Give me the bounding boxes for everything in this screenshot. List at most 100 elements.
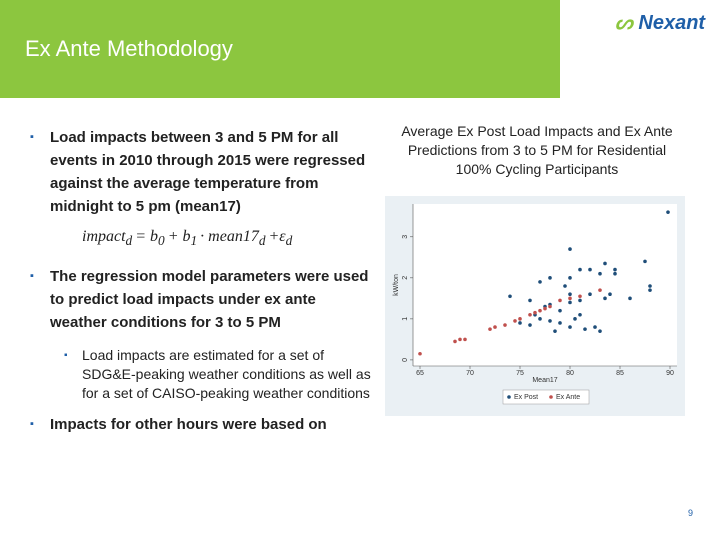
point — [548, 304, 552, 309]
point — [643, 259, 647, 264]
point — [493, 325, 497, 329]
point — [608, 292, 612, 297]
point — [518, 321, 522, 325]
formula-sub: 0 — [158, 233, 165, 249]
formula: impactd = b0 + b1 · mean17d +εd — [82, 228, 375, 249]
x-tick-label: 70 — [466, 370, 474, 377]
slide-title: Ex Ante Methodology — [25, 36, 233, 61]
point — [598, 288, 602, 292]
point — [573, 317, 577, 321]
point — [538, 308, 542, 313]
formula-term: + b1 — [167, 228, 198, 249]
formula-text: impact — [82, 228, 126, 245]
formula-text: · mean17 — [200, 228, 259, 245]
bullet-text: Load impacts between 3 and 5 PM for all … — [50, 129, 366, 215]
point — [593, 325, 597, 329]
x-tick-label: 85 — [616, 370, 624, 377]
point — [463, 337, 467, 342]
point — [648, 288, 652, 292]
legend-label: Ex Ante — [556, 394, 580, 401]
x-tick-label: 75 — [516, 370, 524, 377]
chart-title: Average Ex Post Load Impacts and Ex Ante… — [401, 123, 673, 177]
plot-area — [413, 204, 677, 366]
point — [548, 276, 552, 280]
formula-sub: d — [258, 233, 266, 249]
formula-term: = b0 — [135, 228, 165, 249]
bullet: Load impacts between 3 and 5 PM for all … — [30, 126, 375, 218]
point — [568, 276, 572, 280]
point — [603, 261, 607, 266]
point — [528, 298, 532, 303]
bullet: Impacts for other hours were based on — [30, 413, 375, 436]
formula-term: · mean17d — [200, 228, 266, 249]
point — [538, 317, 542, 321]
legend-box — [502, 389, 590, 405]
bullet-list: Load impacts between 3 and 5 PM for all … — [30, 126, 375, 436]
point — [598, 329, 602, 333]
point — [453, 339, 457, 344]
point — [533, 310, 537, 315]
legend-marker — [549, 395, 553, 399]
sub-list: Load impacts are estimated for a set of … — [50, 346, 375, 403]
formula-sub: d — [285, 233, 293, 249]
legend-label: Ex Post — [514, 394, 538, 401]
point — [553, 329, 557, 333]
x-tick-label: 80 — [566, 370, 574, 377]
bullet-area: Load impacts between 3 and 5 PM for all … — [30, 126, 375, 456]
header-band — [0, 0, 560, 98]
point — [568, 325, 572, 329]
point — [513, 319, 517, 323]
point — [508, 294, 512, 299]
formula-text: + b — [167, 228, 191, 245]
point — [568, 247, 572, 251]
x-axis-label: Mean17 — [532, 377, 557, 384]
y-axis-label: kW/ton — [393, 274, 400, 296]
chart: Mean17 kW/ton 65 70 75 80 85 90 0 1 2 3 Ex Post Ex … — [385, 196, 685, 416]
point — [558, 308, 562, 313]
point — [628, 296, 632, 301]
point — [666, 210, 670, 214]
point — [418, 351, 422, 356]
page-number: 9 — [688, 508, 694, 518]
point — [548, 319, 552, 323]
point — [578, 267, 582, 272]
bullet: The regression model parameters were use… — [30, 265, 375, 403]
point — [588, 292, 592, 297]
point — [578, 312, 582, 317]
point — [568, 300, 572, 305]
point — [568, 292, 572, 297]
y-tick-label: 2 — [402, 276, 409, 280]
point — [583, 327, 587, 331]
bullet-text: Impacts for other hours were based on — [50, 416, 327, 434]
formula-sub: d — [125, 233, 133, 249]
formula-sub: 1 — [190, 233, 198, 249]
point — [568, 296, 572, 301]
point — [648, 284, 652, 288]
sub-bullet: Load impacts are estimated for a set of … — [50, 346, 375, 403]
legend-marker — [507, 395, 511, 399]
point — [613, 267, 617, 272]
y-tick-label: 3 — [402, 235, 409, 239]
y-tick-label: 1 — [402, 317, 409, 321]
point — [488, 327, 492, 331]
y-tick-label: 0 — [402, 358, 409, 362]
logo: ᔕ Nexant — [615, 12, 706, 34]
x-tick-label: 65 — [416, 370, 424, 377]
logo-text: Nexant — [638, 12, 706, 34]
point — [578, 294, 582, 299]
formula-term: impactd — [82, 228, 133, 249]
bullet-text: The regression model parameters were use… — [50, 268, 369, 332]
point — [598, 271, 602, 276]
point — [558, 298, 562, 303]
point — [528, 312, 532, 317]
point — [503, 323, 507, 327]
point — [528, 323, 532, 327]
formula-text: +ε — [268, 228, 286, 245]
formula-term: +εd — [268, 228, 293, 249]
point — [563, 284, 567, 288]
formula-text: = b — [135, 228, 159, 245]
point — [543, 306, 547, 311]
point — [518, 317, 522, 321]
point — [603, 296, 607, 301]
